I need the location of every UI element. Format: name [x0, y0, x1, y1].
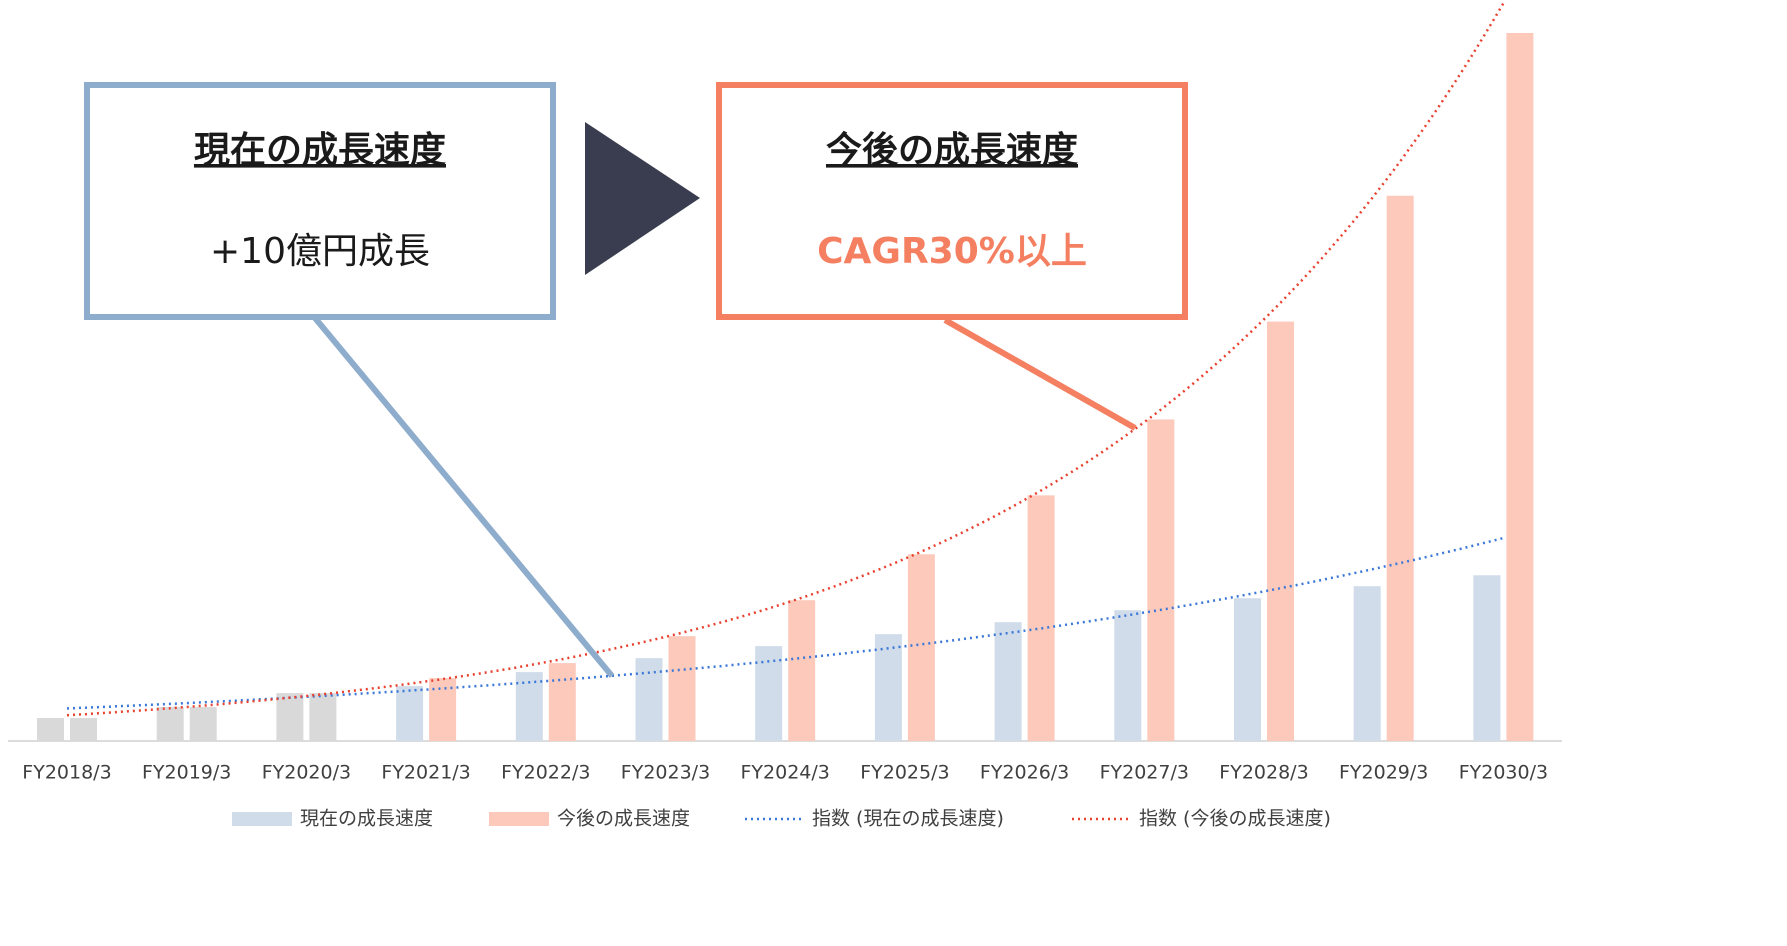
x-tick-label: FY2020/3	[262, 762, 351, 784]
x-tick-label: FY2030/3	[1459, 762, 1548, 784]
connector	[312, 316, 615, 678]
bar	[309, 693, 337, 741]
bar	[1386, 195, 1414, 741]
bar	[189, 707, 217, 741]
bar	[1353, 586, 1381, 741]
bar	[70, 718, 97, 741]
x-tick-label: FY2022/3	[501, 762, 590, 784]
bar	[668, 636, 696, 741]
callout-box	[84, 82, 556, 320]
callout-title: 今後の成長速度	[826, 130, 1078, 171]
bar	[37, 718, 64, 741]
bar	[635, 658, 663, 741]
legend-swatch	[232, 812, 292, 826]
arrow	[585, 122, 700, 275]
x-tick-label: FY2024/3	[741, 762, 830, 784]
x-tick-label: FY2025/3	[860, 762, 949, 784]
legend-swatch	[489, 812, 549, 826]
bar	[1506, 32, 1534, 741]
x-tick-label: FY2027/3	[1100, 762, 1189, 784]
x-tick-label: FY2019/3	[142, 762, 231, 784]
bar	[1147, 419, 1175, 741]
x-tick-label: FY2021/3	[381, 762, 470, 784]
legend-label: 今後の成長速度	[557, 808, 690, 830]
bar	[276, 693, 304, 741]
x-tick-label: FY2023/3	[621, 762, 710, 784]
x-tick-label: FY2018/3	[22, 762, 111, 784]
bar	[1114, 610, 1142, 741]
trendline	[66, 2, 1505, 717]
bar	[1234, 598, 1261, 741]
callout-value: +10億円成長	[210, 231, 430, 272]
bar	[548, 663, 576, 741]
callout-box	[716, 82, 1188, 320]
bar	[396, 686, 424, 741]
callout-value: CAGR30%以上	[817, 231, 1087, 272]
bar	[1027, 495, 1055, 741]
legend-label: 現在の成長速度	[300, 808, 433, 830]
legend-label: 指数 (今後の成長速度)	[1139, 808, 1331, 830]
bar	[1473, 575, 1501, 741]
x-tick-label: FY2028/3	[1219, 762, 1308, 784]
bar	[515, 672, 543, 741]
bar	[788, 600, 816, 741]
bar	[907, 554, 935, 741]
x-tick-label: FY2026/3	[980, 762, 1069, 784]
bar	[1267, 321, 1294, 741]
bar	[156, 707, 184, 741]
bar	[874, 634, 902, 741]
callout-title: 現在の成長速度	[194, 130, 446, 171]
bar	[994, 622, 1022, 741]
legend-label: 指数 (現在の成長速度)	[812, 808, 1004, 830]
connector	[943, 317, 1137, 431]
x-tick-label: FY2029/3	[1339, 762, 1428, 784]
